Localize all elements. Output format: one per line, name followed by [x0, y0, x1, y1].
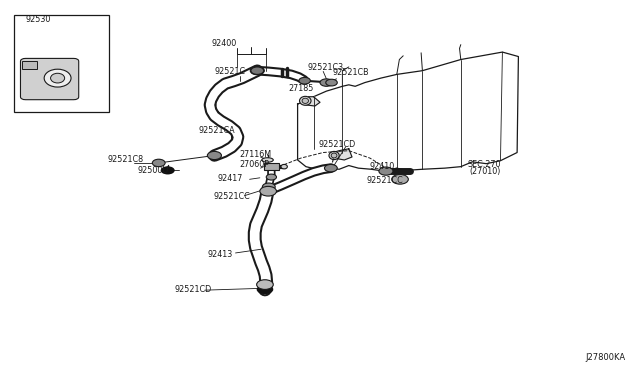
Ellipse shape	[329, 151, 339, 160]
Text: 92521CD: 92521CD	[319, 140, 356, 149]
Circle shape	[324, 164, 337, 172]
Circle shape	[320, 79, 333, 86]
Circle shape	[257, 280, 273, 289]
Ellipse shape	[302, 98, 308, 103]
Ellipse shape	[300, 96, 311, 105]
Text: 92530: 92530	[26, 15, 51, 24]
Circle shape	[262, 183, 275, 190]
Polygon shape	[298, 52, 518, 171]
Text: 27116M: 27116M	[239, 150, 271, 158]
Text: 92521CC: 92521CC	[366, 176, 403, 185]
Circle shape	[326, 79, 337, 86]
Text: 27060P: 27060P	[239, 160, 269, 169]
Text: 92413: 92413	[208, 250, 233, 259]
Circle shape	[266, 174, 276, 180]
Circle shape	[251, 67, 264, 74]
Circle shape	[250, 67, 264, 75]
Ellipse shape	[51, 73, 65, 83]
Text: 92500U: 92500U	[138, 166, 169, 175]
Text: J27800KA: J27800KA	[586, 353, 626, 362]
Ellipse shape	[332, 153, 337, 158]
Text: (27010): (27010)	[469, 167, 500, 176]
Text: 92410: 92410	[370, 162, 395, 171]
Circle shape	[257, 285, 273, 294]
Circle shape	[379, 167, 393, 175]
Text: 27185: 27185	[288, 84, 314, 93]
Circle shape	[207, 151, 221, 160]
Ellipse shape	[262, 158, 273, 162]
Text: 92521CA: 92521CA	[198, 126, 235, 135]
Ellipse shape	[281, 164, 287, 169]
Text: 92521CC: 92521CC	[213, 192, 250, 201]
Text: 92400: 92400	[211, 39, 236, 48]
Text: 92521CD: 92521CD	[174, 285, 211, 294]
Text: SEC.270: SEC.270	[467, 160, 500, 169]
Ellipse shape	[44, 69, 71, 87]
FancyBboxPatch shape	[22, 61, 37, 69]
Circle shape	[392, 174, 408, 184]
Text: 92417: 92417	[218, 174, 243, 183]
FancyBboxPatch shape	[20, 58, 79, 100]
Polygon shape	[304, 97, 320, 106]
Circle shape	[161, 166, 175, 174]
Text: 92521CB: 92521CB	[333, 68, 369, 77]
Text: 92521C3: 92521C3	[307, 63, 343, 72]
Text: 92521C8: 92521C8	[108, 155, 143, 164]
Bar	[264, 163, 279, 170]
Circle shape	[260, 186, 276, 196]
Polygon shape	[333, 149, 352, 160]
Circle shape	[152, 159, 165, 167]
Text: 92521C: 92521C	[214, 67, 246, 76]
Bar	[14, 15, 109, 112]
Circle shape	[299, 77, 310, 84]
